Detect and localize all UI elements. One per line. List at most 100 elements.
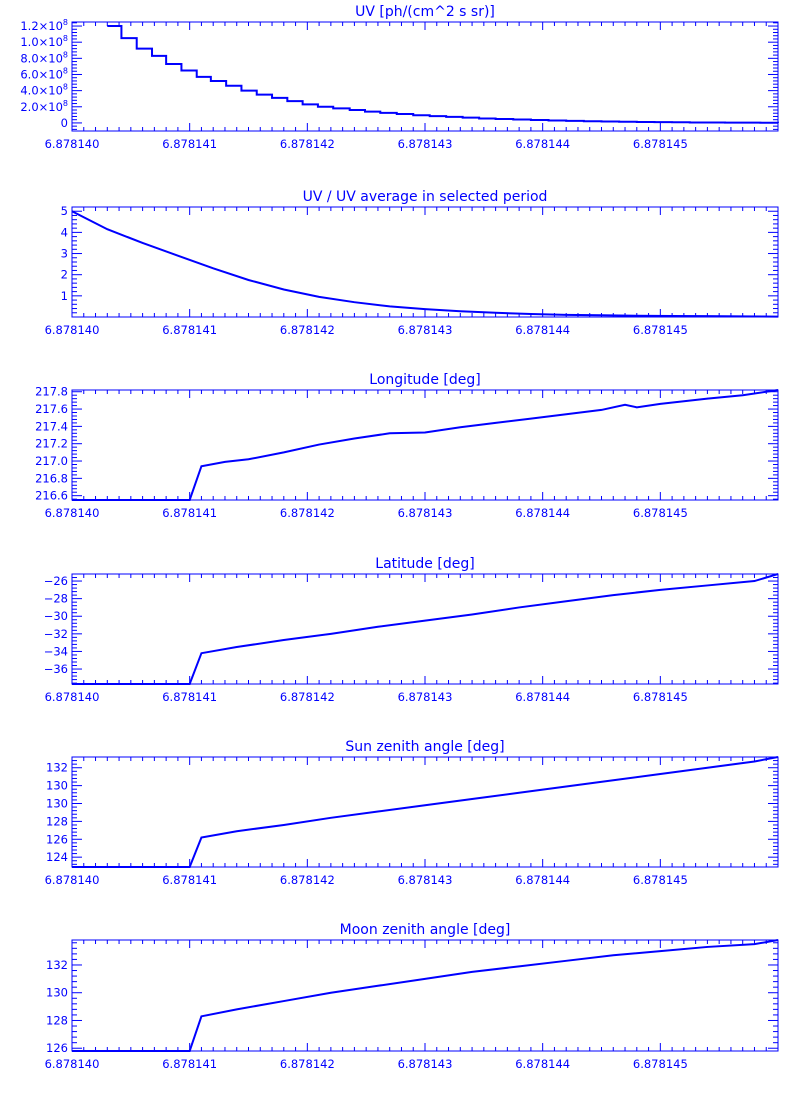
x-tick-label-uv-ratio: 6.878140 [45,323,100,337]
plot-frame-uv-ratio [71,206,779,318]
y-tick-mantissa: 8.0×10 [20,51,63,65]
y-tick-exponent: 8 [63,66,68,75]
y-tick-exponent: 8 [63,18,68,27]
x-tick-label-uv: 6.878141 [162,137,217,151]
y-tick-label-longitude: 216.6 [35,489,68,503]
y-tick-label-latitude: −34 [44,644,68,658]
x-tick-label-uv: 6.878142 [280,137,335,151]
y-tick-label-uv: 4.0×108 [20,83,68,98]
y-tick-label-uv-ratio: 3 [61,247,68,261]
y-tick-mantissa: 6.0×10 [20,67,63,81]
chart-title-longitude: Longitude [deg] [369,372,480,388]
y-tick-label-longitude: 217.0 [35,454,68,468]
x-tick-label-latitude: 6.878141 [162,690,217,704]
x-tick-label-uv-ratio: 6.878142 [280,323,335,337]
y-tick-label-latitude: −26 [44,574,68,588]
x-tick-label-moon-zenith: 6.878145 [633,1057,688,1071]
data-line-sun-zenith [72,756,779,868]
data-line-moon-zenith [72,939,779,1052]
y-tick-label-sun-zenith: 124 [46,850,68,864]
x-tick-label-longitude: 6.878145 [633,506,688,520]
x-tick-label-moon-zenith: 6.878142 [280,1057,335,1071]
y-tick-label-uv: 2.0×108 [20,99,68,114]
y-tick-label-longitude: 217.4 [35,419,68,433]
y-tick-exponent: 8 [63,99,68,108]
x-tick-label-uv-ratio: 6.878144 [515,323,570,337]
y-tick-label-uv: 1.0×108 [20,34,68,49]
x-tick-label-moon-zenith: 6.878141 [162,1057,217,1071]
x-tick-label-moon-zenith: 6.878143 [398,1057,453,1071]
y-tick-label-sun-zenith: 126 [46,832,68,846]
y-tick-mantissa: 1.0×10 [20,35,63,49]
y-tick-label-uv-ratio: 1 [61,289,68,303]
x-tick-label-moon-zenith: 6.878140 [45,1057,100,1071]
chart-longitude: Longitude [deg] 6.878140 6.878141 6.878142 6… [35,372,779,520]
plot-frame-sun-zenith [71,756,779,868]
chart-latitude: Latitude [deg] 6.878140 6.878141 6.878142 6.… [44,556,779,704]
x-tick-label-sun-zenith: 6.878140 [45,873,100,887]
y-tick-exponent: 8 [63,34,68,43]
x-tick-label-uv-ratio: 6.878141 [162,323,217,337]
x-tick-label-sun-zenith: 6.878142 [280,873,335,887]
y-tick-label-uv: 1.2×108 [20,18,68,33]
chart-moon-zenith: Moon zenith angle [deg] 6.878140 6.878141 6… [45,922,779,1071]
plot-frame-latitude [71,573,779,685]
y-tick-label-uv-ratio: 2 [61,268,68,282]
x-tick-label-latitude: 6.878145 [633,690,688,704]
y-tick-mantissa: 4.0×10 [20,84,63,98]
x-tick-label-latitude: 6.878140 [45,690,100,704]
chart-title-uv-ratio: UV / UV average in selected period [303,189,548,205]
x-tick-label-sun-zenith: 6.878141 [162,873,217,887]
chart-title-latitude: Latitude [deg] [375,556,474,572]
y-tick-label-moon-zenith: 132 [46,958,68,972]
x-tick-label-uv: 6.878145 [633,137,688,151]
x-tick-label-latitude: 6.878143 [398,690,453,704]
x-tick-label-longitude: 6.878140 [45,506,100,520]
y-tick-label-moon-zenith: 130 [46,986,68,1000]
x-tick-label-longitude: 6.878142 [280,506,335,520]
y-tick-mantissa: 1.2×10 [20,19,63,33]
x-tick-label-uv: 6.878144 [515,137,570,151]
data-line-longitude [72,389,779,501]
x-tick-label-sun-zenith: 6.878143 [398,873,453,887]
chart-uv-ratio: UV / UV average in selected period 6.8781… [45,189,779,337]
x-tick-label-moon-zenith: 6.878144 [515,1057,570,1071]
chart-title-sun-zenith: Sun zenith angle [deg] [345,739,504,755]
x-tick-label-uv: 6.878143 [398,137,453,151]
chart-title-moon-zenith: Moon zenith angle [deg] [340,922,511,938]
y-tick-label-longitude: 217.6 [35,402,68,416]
y-tick-exponent: 8 [63,50,68,59]
y-tick-label-moon-zenith: 128 [46,1013,68,1027]
y-tick-label-latitude: −28 [44,592,68,606]
x-tick-label-sun-zenith: 6.878144 [515,873,570,887]
y-tick-label-latitude: −36 [44,662,68,676]
y-tick-label-sun-zenith: 130 [46,797,68,811]
y-tick-label-uv-ratio: 4 [61,225,68,239]
y-tick-label-uv: 6.0×108 [20,66,68,81]
y-tick-exponent: 8 [63,83,68,92]
x-tick-label-uv: 6.878140 [45,137,100,151]
y-tick-label-latitude: −30 [44,609,68,623]
y-tick-label-uv-ratio: 5 [61,204,68,218]
chart-sun-zenith: Sun zenith angle [deg] 6.878140 6.878141 6.… [45,739,779,887]
plot-frame-moon-zenith [71,939,779,1052]
y-tick-label-longitude: 217.8 [35,385,68,399]
x-tick-label-longitude: 6.878143 [398,506,453,520]
x-tick-label-latitude: 6.878142 [280,690,335,704]
y-tick-label-uv: 0 [61,116,68,130]
x-tick-label-longitude: 6.878141 [162,506,217,520]
chart-uv: UV [ph/(cm^2 s sr)] 6.878140 6.878141 6.878… [20,4,779,151]
x-tick-label-latitude: 6.878144 [515,690,570,704]
y-tick-label-moon-zenith: 126 [46,1041,68,1055]
x-tick-label-sun-zenith: 6.878145 [633,873,688,887]
y-tick-label-longitude: 216.8 [35,471,68,485]
y-tick-label-sun-zenith: 128 [46,814,68,828]
y-tick-mantissa: 2.0×10 [20,100,63,114]
y-tick-label-longitude: 217.2 [35,437,68,451]
data-line-uv [107,25,779,124]
x-tick-label-longitude: 6.878144 [515,506,570,520]
data-line-uv-ratio [71,210,779,318]
data-line-latitude [72,573,779,685]
y-tick-label-uv: 8.0×108 [20,50,68,65]
